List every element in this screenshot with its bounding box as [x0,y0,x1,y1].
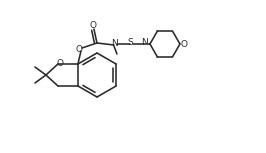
Text: O: O [180,39,188,49]
Text: N: N [142,37,148,47]
Text: S: S [127,37,133,47]
Text: O: O [56,58,64,67]
Text: N: N [111,39,118,47]
Text: O: O [76,45,82,54]
Text: O: O [89,21,97,30]
